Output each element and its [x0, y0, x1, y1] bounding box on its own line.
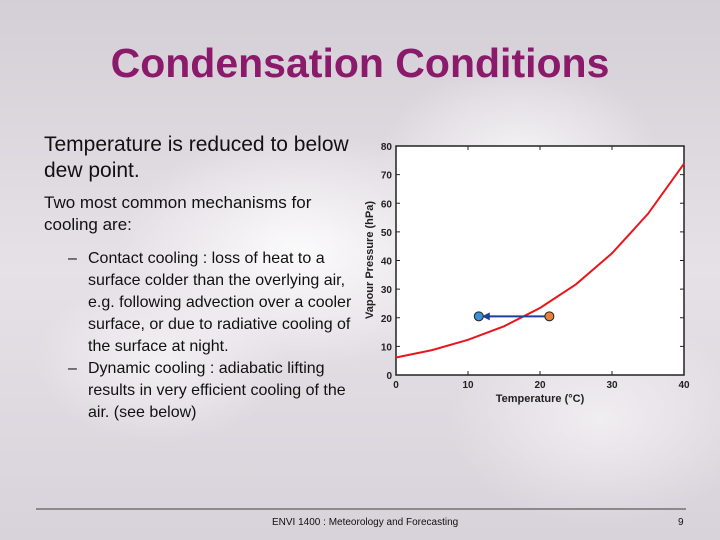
y-axis-label: Vapour Pressure (hPa) [364, 201, 376, 319]
sub-bullet-contact-cooling: – Contact cooling : loss of heat to a su… [44, 248, 354, 358]
y-tick-label: 40 [381, 257, 393, 268]
y-tick-label: 70 [381, 171, 393, 182]
y-tick-label: 80 [381, 142, 393, 153]
cooling-arrow-head [481, 312, 490, 321]
x-tick-label: 30 [606, 380, 618, 391]
plot-area [395, 145, 685, 376]
x-tick-label: 40 [678, 380, 690, 391]
dew-point-marker [473, 311, 484, 322]
y-tick-label: 10 [381, 342, 393, 353]
saturation-curve [395, 163, 685, 359]
y-tick-label: 60 [381, 199, 393, 210]
x-tick-label: 20 [534, 380, 546, 391]
x-tick-label: 0 [393, 380, 399, 391]
air-parcel-marker [544, 311, 555, 322]
dash-marker: – [68, 250, 77, 267]
y-tick-label: 20 [381, 314, 393, 325]
content-text: Temperature is reduced to below dew poin… [44, 132, 354, 424]
footer-course-title: ENVI 1400 : Meteorology and Forecasting [272, 517, 459, 528]
bullet-dew-point: Temperature is reduced to below dew poin… [44, 133, 349, 182]
vapour-pressure-chart: 0 10 20 30 40 50 60 70 80 0 10 20 30 40 Temperature … [364, 142, 690, 405]
slide-title: Condensation Conditions [110, 40, 610, 86]
page-number: 9 [678, 517, 684, 528]
sub-bullet-list: – Contact cooling : loss of heat to a su… [44, 248, 354, 424]
x-tick-label: 10 [462, 380, 474, 391]
dash-marker: – [68, 360, 77, 377]
y-tick-label: 0 [386, 371, 392, 382]
y-tick-label: 30 [381, 285, 393, 296]
sub-bullet-dynamic-cooling: – Dynamic cooling : adiabatic lifting re… [44, 358, 354, 424]
footer-divider [36, 508, 686, 510]
x-axis-label: Temperature (°C) [496, 393, 585, 405]
sub-bullet-text: Contact cooling : loss of heat to a surf… [88, 250, 352, 355]
y-tick-label: 50 [381, 228, 393, 239]
bullet-cooling-mechanisms: Two most common mechanisms for cooling a… [44, 193, 312, 234]
sub-bullet-text: Dynamic cooling : adiabatic lifting resu… [88, 360, 346, 421]
